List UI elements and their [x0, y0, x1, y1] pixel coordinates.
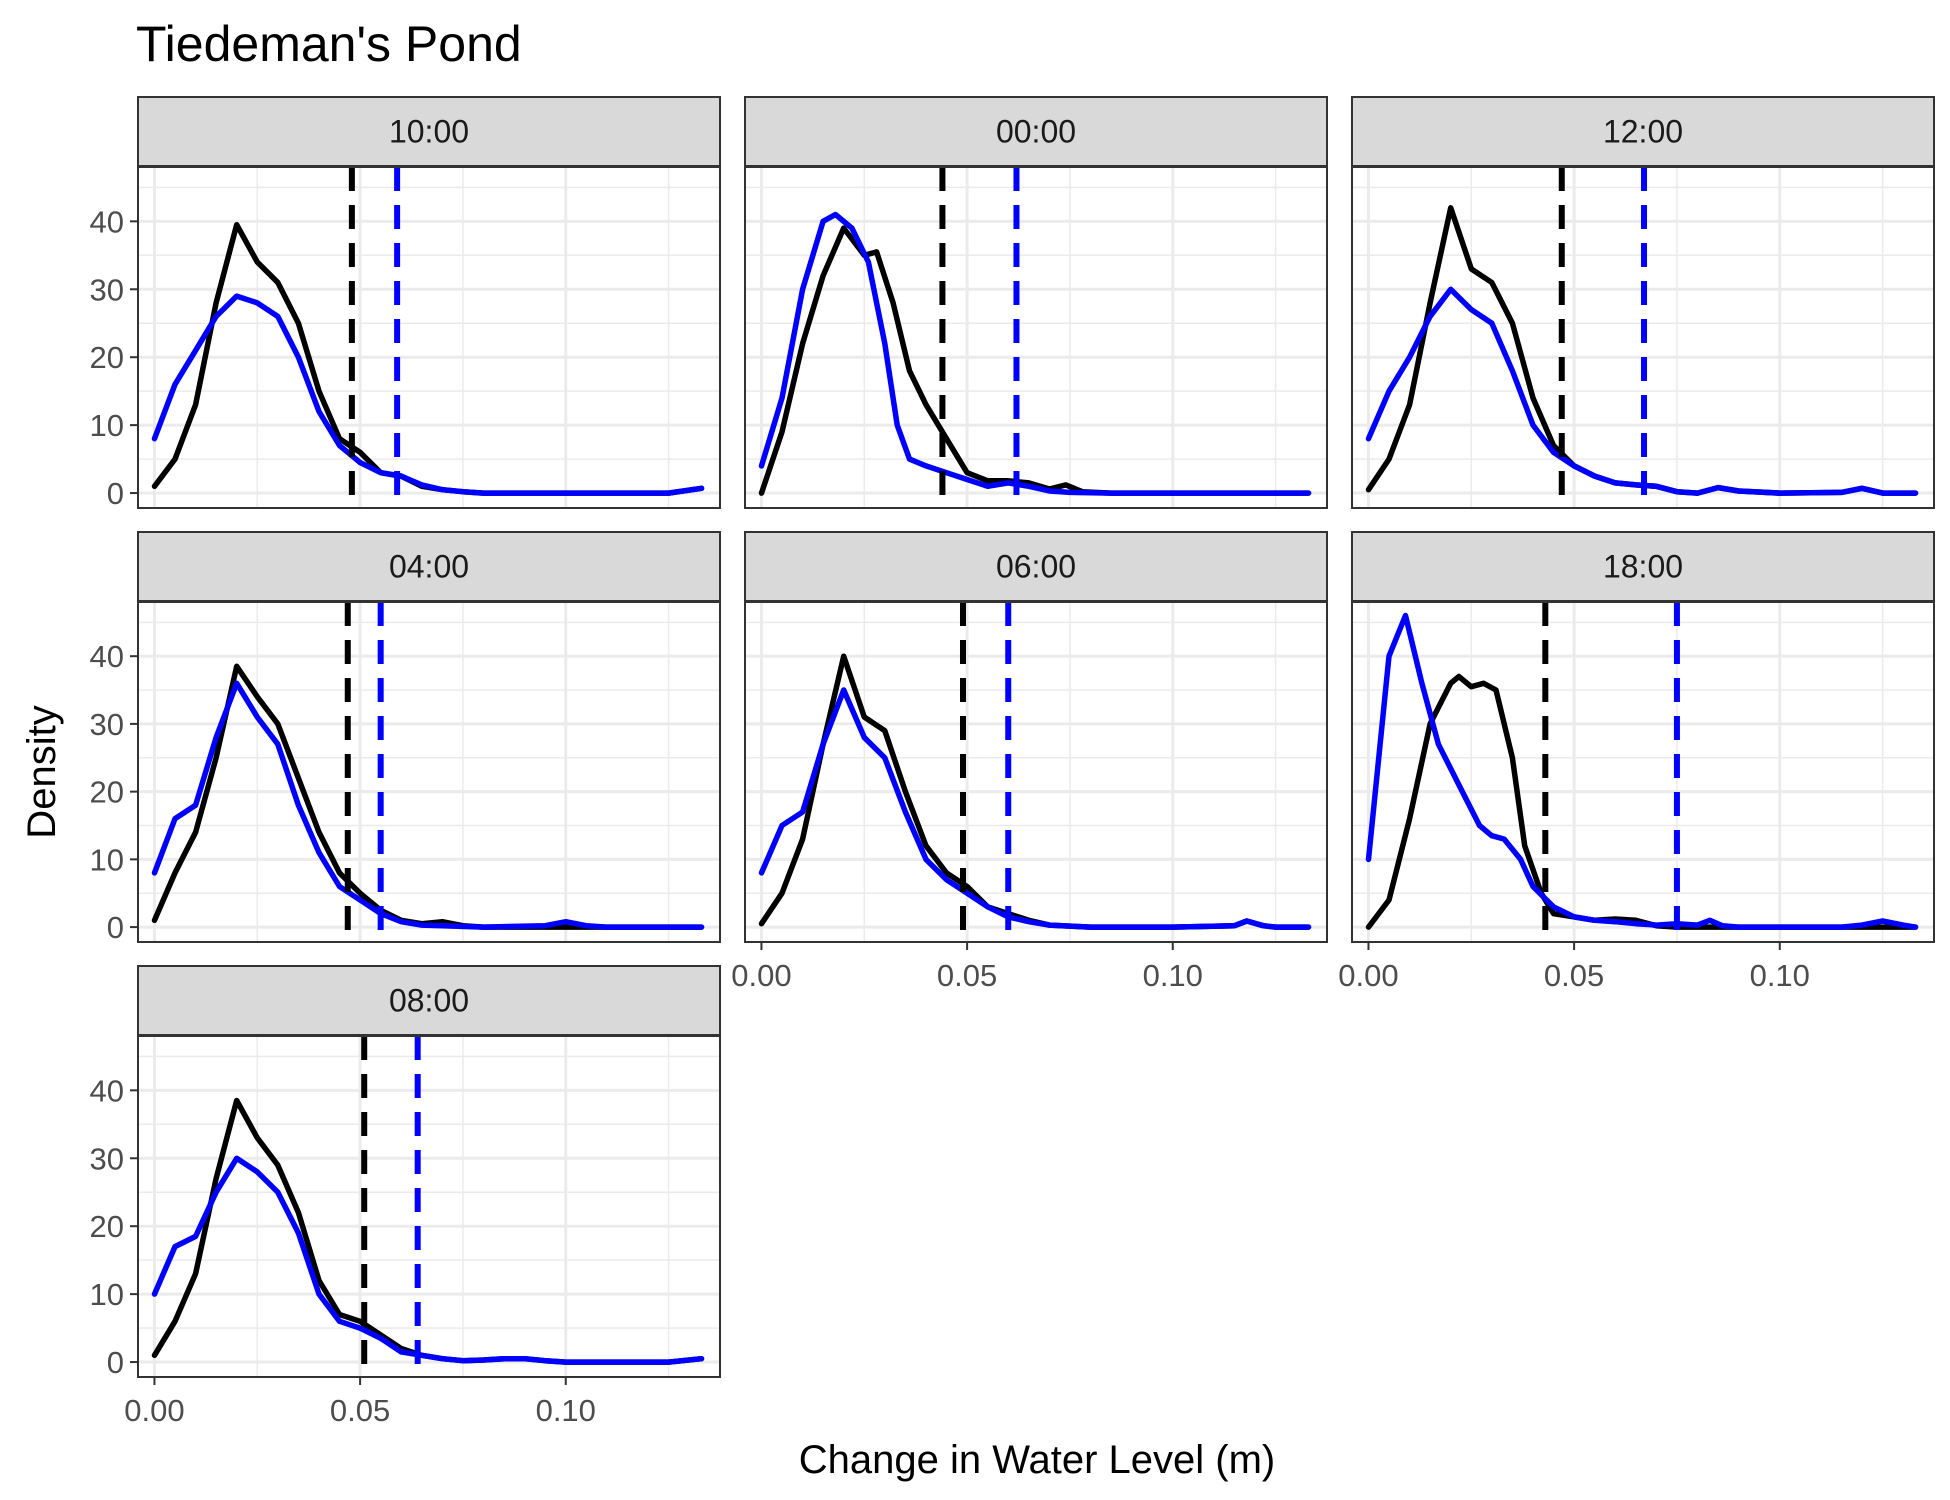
y-tick-label: 20 [90, 1209, 124, 1244]
y-tick-label: 40 [90, 639, 124, 674]
x-tick-label: 0.00 [124, 1393, 184, 1428]
facet-strip-label: 00:00 [996, 114, 1076, 150]
x-tick-label: 0.05 [1544, 958, 1604, 993]
y-tick-label: 10 [90, 408, 124, 443]
panel-1000: 10:00 0 10 20 30 40 [90, 97, 720, 511]
x-tick-label: 0.05 [937, 958, 997, 993]
y-tick-label: 30 [90, 707, 124, 742]
facet-strip-label: 10:00 [389, 114, 469, 150]
x-tick-label: 0.10 [1143, 958, 1203, 993]
x-tick-label: 0.00 [1338, 958, 1398, 993]
y-tick-label: 40 [90, 204, 124, 239]
panel-background [1352, 602, 1934, 942]
panel-1800: 18:00 0.00 0.05 0.10 [1338, 532, 1934, 993]
y-tick-label: 30 [90, 1141, 124, 1176]
panel-background [138, 602, 720, 942]
y-tick-label: 0 [107, 910, 124, 945]
y-tick-label: 40 [90, 1073, 124, 1108]
x-tick-label: 0.10 [1750, 958, 1810, 993]
y-tick-label: 0 [107, 476, 124, 511]
facet-strip-label: 12:00 [1603, 114, 1683, 150]
x-tick-label: 0.05 [330, 1393, 390, 1428]
y-tick-label: 10 [90, 842, 124, 877]
y-tick-label: 20 [90, 775, 124, 810]
x-tick-label: 0.10 [536, 1393, 596, 1428]
panel-background [138, 167, 720, 508]
panel-background [745, 602, 1327, 942]
x-axis-title: Change in Water Level (m) [799, 1438, 1275, 1482]
facet-strip-label: 18:00 [1603, 549, 1683, 585]
panel-background [138, 1036, 720, 1377]
y-tick-label: 20 [90, 340, 124, 375]
y-tick-label: 10 [90, 1277, 124, 1312]
chart-title: Tiedeman's Pond [136, 16, 522, 72]
facet-strip-label: 04:00 [389, 549, 469, 585]
y-axis-title: Density [20, 705, 64, 838]
y-tick-label: 30 [90, 272, 124, 307]
x-tick-label: 0.00 [731, 958, 791, 993]
panel-0400: 04:00 0 10 20 30 40 [90, 532, 720, 945]
y-tick-label: 0 [107, 1345, 124, 1380]
panel-0000: 00:00 [745, 97, 1327, 508]
panel-1200: 12:00 [1352, 97, 1934, 508]
facet-panels: 10:00 0 10 20 30 40 00:00 12:00 04:00 0 10 20 30 40 06… [90, 97, 1934, 1428]
panel-0600: 06:00 0.00 0.05 0.10 [731, 532, 1327, 993]
facet-strip-label: 08:00 [389, 983, 469, 1019]
panel-0800: 08:00 0 10 20 30 40 0.00 0.05 0.10 [90, 966, 720, 1428]
facet-strip-label: 06:00 [996, 549, 1076, 585]
